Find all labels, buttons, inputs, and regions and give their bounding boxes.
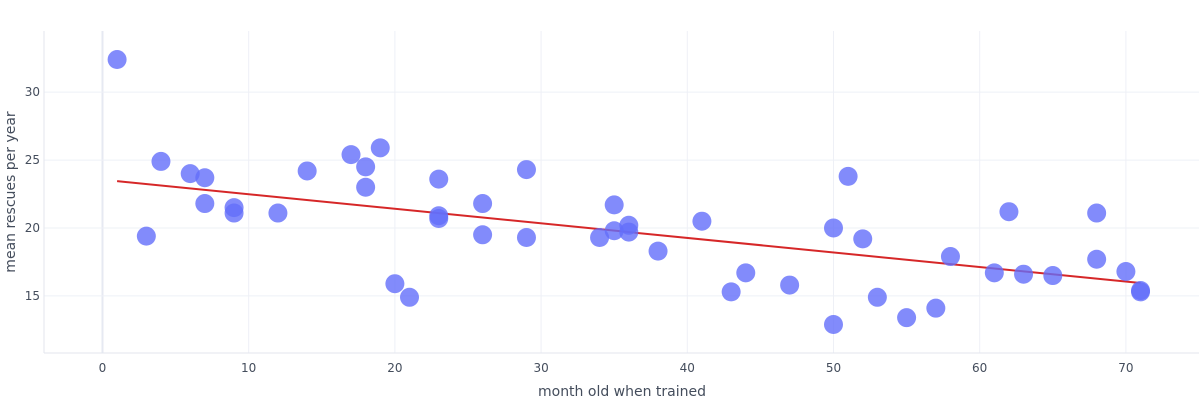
data-point xyxy=(823,218,843,238)
data-point xyxy=(1087,203,1107,223)
points-layer xyxy=(107,50,1151,334)
y-tick-label: 30 xyxy=(25,85,40,99)
data-point xyxy=(853,229,873,249)
data-point xyxy=(400,287,420,307)
data-point xyxy=(473,194,493,214)
data-point xyxy=(867,287,887,307)
data-point xyxy=(268,203,288,223)
data-point xyxy=(648,241,668,261)
data-point xyxy=(1131,282,1151,302)
data-point xyxy=(516,228,536,248)
data-point xyxy=(721,282,741,302)
data-point xyxy=(940,247,960,267)
data-point xyxy=(926,298,946,318)
data-point xyxy=(195,194,215,214)
y-tick-label: 15 xyxy=(25,289,40,303)
data-point xyxy=(692,211,712,231)
data-point xyxy=(473,225,493,245)
data-point xyxy=(1116,261,1136,281)
axis-layer xyxy=(43,31,1199,354)
data-point xyxy=(604,195,624,215)
data-point xyxy=(429,169,449,189)
data-point xyxy=(341,145,361,165)
x-tick-label: 40 xyxy=(680,361,695,375)
x-tick-label: 20 xyxy=(387,361,402,375)
x-tick-label: 50 xyxy=(826,361,841,375)
x-tick-label: 60 xyxy=(972,361,987,375)
data-point xyxy=(151,151,171,171)
x-tick-label: 0 xyxy=(99,361,107,375)
data-point xyxy=(984,263,1004,283)
y-tick-label: 20 xyxy=(25,221,40,235)
data-point xyxy=(1014,264,1034,284)
data-point xyxy=(838,166,858,186)
x-tick-label: 30 xyxy=(533,361,548,375)
data-point xyxy=(356,177,376,197)
data-point xyxy=(385,274,405,294)
grid-layer xyxy=(44,31,1199,353)
data-point xyxy=(180,164,200,184)
data-point xyxy=(370,138,390,158)
data-point xyxy=(604,221,624,241)
data-point xyxy=(619,222,639,242)
data-point xyxy=(516,160,536,180)
data-point xyxy=(429,208,449,228)
data-point xyxy=(1087,249,1107,269)
data-point xyxy=(297,161,317,181)
data-point xyxy=(999,202,1019,222)
data-point xyxy=(897,308,917,328)
data-point xyxy=(136,226,156,246)
data-point xyxy=(195,168,215,188)
x-tick-label: 10 xyxy=(241,361,256,375)
data-point xyxy=(736,263,756,283)
data-point xyxy=(356,157,376,177)
x-axis-title: month old when trained xyxy=(538,384,706,400)
data-point xyxy=(780,275,800,295)
data-point xyxy=(1043,266,1063,286)
data-point xyxy=(224,203,244,223)
y-tick-label: 25 xyxy=(25,153,40,167)
data-point xyxy=(823,314,843,334)
x-tick-label: 70 xyxy=(1118,361,1133,375)
data-point xyxy=(107,50,127,70)
y-axis-title: mean rescues per year xyxy=(3,111,19,273)
tick-labels-layer: 0 10 20 30 40 50 60 70 15 20 25 30 xyxy=(25,85,1134,375)
data-point xyxy=(590,228,610,248)
